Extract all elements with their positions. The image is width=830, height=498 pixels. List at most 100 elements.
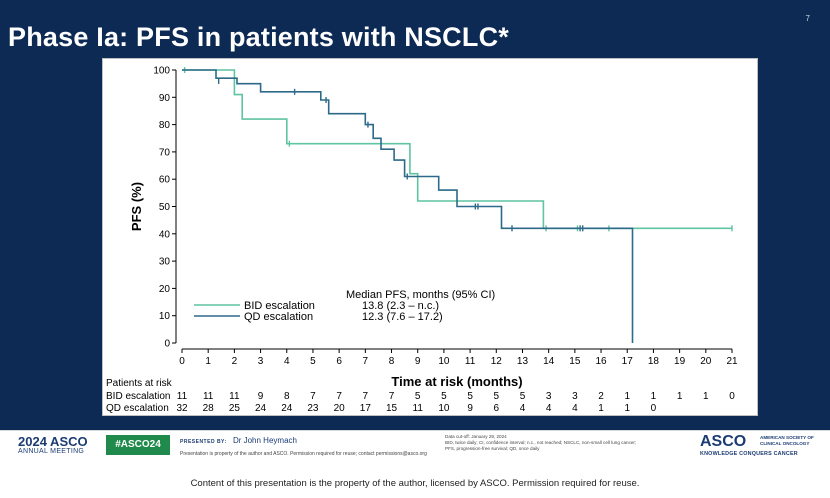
x-tick-label: 19	[674, 356, 686, 367]
y-tick-label: 60	[159, 175, 171, 186]
presenter-name: Dr John Heymach	[232, 436, 297, 445]
x-tick-label: 0	[179, 356, 185, 367]
legend-median: 12.3 (7.6 – 17.2)	[362, 311, 443, 323]
y-tick-label: 30	[159, 257, 171, 268]
risk-count: 1	[651, 391, 657, 402]
risk-count: 0	[651, 403, 657, 414]
x-tick-label: 16	[595, 356, 607, 367]
y-tick-label: 20	[159, 284, 171, 295]
risk-count: 24	[281, 403, 293, 414]
risk-count: 8	[284, 391, 290, 402]
asco-society-name: AMERICAN SOCIETY OF CLINICAL ONCOLOGY	[760, 435, 814, 446]
meeting-sub: ANNUAL MEETING	[18, 448, 85, 455]
risk-count: 5	[467, 391, 473, 402]
risk-count: 6	[494, 403, 500, 414]
x-tick-label: 13	[517, 356, 529, 367]
legend-label: QD escalation	[244, 311, 313, 323]
risk-count: 4	[572, 403, 578, 414]
risk-count: 7	[389, 391, 395, 402]
risk-count: 20	[334, 403, 346, 414]
risk-count: 9	[467, 403, 473, 414]
x-tick-label: 10	[438, 356, 450, 367]
risk-count: 23	[307, 403, 319, 414]
x-axis-label: Time at risk (months)	[391, 374, 522, 389]
data-cutoff-line: Data cut-off: January 29, 2024	[445, 434, 507, 439]
data-cutoff-line: PFS, progression-free survival; QD, once…	[445, 446, 540, 451]
y-tick-label: 0	[164, 339, 170, 350]
hashtag-badge: #ASCO24	[106, 435, 170, 455]
asco-logo: ASCO AMERICAN SOCIETY OF CLINICAL ONCOLO…	[700, 433, 814, 457]
y-tick-label: 70	[159, 147, 171, 158]
y-axis-label: PFS (%)	[129, 182, 144, 231]
risk-count: 24	[255, 403, 267, 414]
risk-count: 25	[229, 403, 241, 414]
x-tick-label: 14	[543, 356, 555, 367]
risk-row-label: QD escalation	[106, 403, 169, 414]
legend-median: 13.8 (2.3 – n.c.)	[362, 300, 439, 312]
y-tick-label: 40	[159, 229, 171, 240]
x-tick-label: 4	[284, 356, 290, 367]
asco-logo-text: ASCO	[700, 433, 747, 450]
x-tick-label: 18	[648, 356, 660, 367]
asco-annual-meeting-logo: 2024 ASCO ANNUAL MEETING	[18, 434, 88, 455]
y-tick-label: 80	[159, 120, 171, 131]
risk-count: 5	[494, 391, 500, 402]
risk-count: 3	[546, 391, 552, 402]
risk-table-header: Patients at risk	[106, 378, 173, 389]
risk-count: 5	[415, 391, 421, 402]
presented-by-label: PRESENTED BY:	[180, 439, 227, 445]
property-notice: Presentation is property of the author a…	[180, 451, 427, 457]
x-tick-label: 3	[258, 356, 264, 367]
risk-row-label: BID escalation	[106, 391, 170, 402]
meeting-brand: 2024 ASCO	[18, 434, 88, 449]
risk-count: 7	[363, 391, 369, 402]
risk-count: 11	[413, 403, 424, 414]
risk-count: 17	[360, 403, 372, 414]
data-cutoff-line: BID, twice daily; CI, confidence interva…	[445, 440, 637, 445]
chart-panel: 0 10 20 30 40 50 60 70 80 90 100 0 1 2 3 4 5 6 7 8 9 10 11 12 13…	[102, 58, 758, 416]
x-tick-label: 11	[465, 356, 476, 367]
x-tick-label: 15	[569, 356, 581, 367]
risk-count: 11	[177, 391, 188, 402]
risk-count: 1	[677, 391, 683, 402]
x-tick-label: 8	[389, 356, 395, 367]
risk-count: 4	[546, 403, 552, 414]
risk-count: 15	[386, 403, 398, 414]
slide-background: 7 Phase Ia: PFS in patients with NSCLC* …	[0, 0, 830, 430]
presented-by: PRESENTED BY: Dr John Heymach	[180, 436, 297, 445]
y-tick-label: 10	[159, 311, 171, 322]
risk-count: 11	[229, 391, 240, 402]
slide-title: Phase Ia: PFS in patients with NSCLC*	[8, 22, 509, 52]
content-notice: Content of this presentation is the prop…	[190, 478, 640, 489]
risk-count: 11	[203, 391, 214, 402]
risk-count: 1	[624, 391, 630, 402]
legend-header: Median PFS, months (95% CI)	[346, 289, 495, 301]
x-tick-label: 7	[363, 356, 369, 367]
x-tick-label: 12	[491, 356, 503, 367]
risk-count: 1	[624, 403, 630, 414]
data-cutoff-note: Data cut-off: January 29, 2024 BID, twic…	[445, 434, 675, 452]
risk-count: 7	[336, 391, 342, 402]
series-line-bid	[182, 69, 732, 230]
x-tick-label: 6	[336, 356, 342, 367]
y-tick-label: 90	[159, 93, 171, 104]
risk-count: 1	[703, 391, 709, 402]
risk-count: 2	[598, 391, 604, 402]
risk-count: 9	[258, 391, 264, 402]
risk-count: 4	[520, 403, 526, 414]
x-tick-label: 17	[622, 356, 634, 367]
risk-count: 32	[176, 403, 188, 414]
risk-count: 1	[598, 403, 604, 414]
x-tick-label: 2	[232, 356, 238, 367]
x-tick-label: 5	[310, 356, 316, 367]
risk-count: 0	[729, 391, 735, 402]
risk-count: 28	[203, 403, 215, 414]
legend-label: BID escalation	[244, 300, 315, 312]
x-tick-label: 1	[205, 356, 211, 367]
series-line-qd	[182, 69, 634, 343]
x-tick-label: 9	[415, 356, 421, 367]
asco-tagline: KNOWLEDGE CONQUERS CANCER	[700, 451, 798, 457]
slide-number: 7	[805, 14, 810, 23]
chart-frame	[102, 58, 758, 416]
